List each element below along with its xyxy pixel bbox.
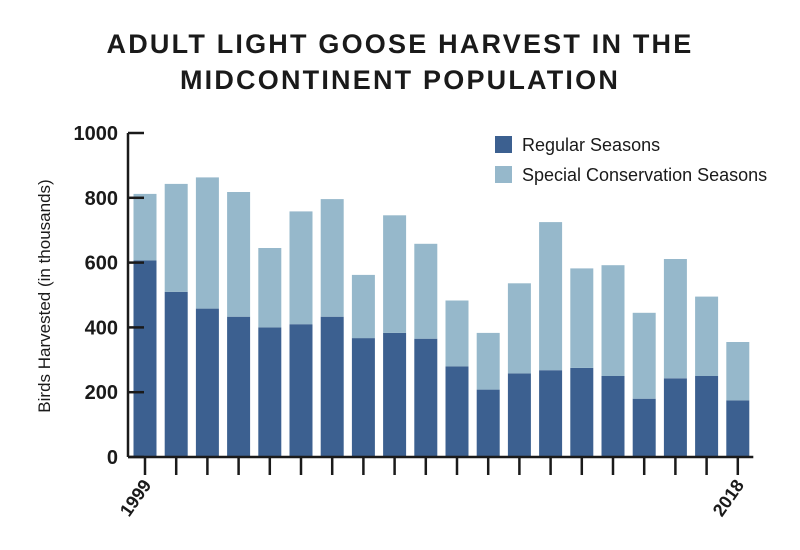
bar-regular-2009 bbox=[445, 366, 469, 457]
bar-special-2015 bbox=[632, 312, 656, 399]
axes-group: 0 200 400 600 800 1000 1999 2018 bbox=[74, 123, 754, 520]
bar-regular-2018 bbox=[726, 400, 750, 457]
legend-label-special: Special Conservation Seasons bbox=[522, 165, 767, 185]
bar-special-2017 bbox=[695, 296, 719, 376]
bar-special-2000 bbox=[164, 183, 188, 292]
y-tick-label-0: 0 bbox=[107, 447, 118, 469]
bar-special-2006 bbox=[351, 274, 375, 339]
bar-regular-2011 bbox=[507, 373, 531, 457]
bar-special-2013 bbox=[570, 268, 594, 368]
legend: Regular Seasons Special Conservation Sea… bbox=[495, 135, 767, 185]
bars-group bbox=[133, 177, 750, 457]
bar-regular-1999 bbox=[133, 260, 157, 457]
chart-title: ADULT LIGHT GOOSE HARVEST IN THE MIDCONT… bbox=[0, 26, 800, 98]
bar-regular-2005 bbox=[320, 316, 344, 457]
bar-special-2012 bbox=[539, 222, 563, 371]
chart-title-line-2: MIDCONTINENT POPULATION bbox=[179, 65, 621, 95]
bar-regular-2017 bbox=[695, 376, 719, 457]
bar-regular-2007 bbox=[383, 332, 407, 457]
bar-special-1999 bbox=[133, 193, 157, 261]
bar-regular-2003 bbox=[258, 327, 282, 457]
x-tick-label-first: 1999 bbox=[116, 476, 155, 520]
bar-regular-2010 bbox=[476, 389, 500, 457]
bar-regular-2015 bbox=[632, 398, 656, 457]
bar-special-2016 bbox=[663, 259, 687, 379]
bar-special-2008 bbox=[414, 243, 438, 339]
bar-regular-2001 bbox=[195, 308, 219, 457]
x-tick-label-last: 2018 bbox=[709, 476, 748, 520]
bar-special-2018 bbox=[726, 342, 750, 401]
bar-special-2001 bbox=[195, 177, 219, 309]
bar-regular-2014 bbox=[601, 376, 625, 457]
bar-special-2010 bbox=[476, 332, 500, 390]
legend-label-regular: Regular Seasons bbox=[522, 135, 660, 155]
y-tick-label-400: 400 bbox=[85, 317, 118, 339]
bar-special-2004 bbox=[289, 211, 313, 325]
bar-regular-2013 bbox=[570, 367, 594, 457]
bar-regular-2002 bbox=[227, 316, 251, 457]
legend-swatch-regular bbox=[495, 136, 512, 153]
y-tick-label-1000: 1000 bbox=[74, 123, 119, 145]
y-tick-label-600: 600 bbox=[85, 253, 118, 275]
bar-regular-2004 bbox=[289, 324, 313, 457]
y-tick-label-200: 200 bbox=[85, 382, 118, 404]
bar-special-2014 bbox=[601, 265, 625, 376]
bar-special-2011 bbox=[507, 283, 531, 374]
bar-regular-2006 bbox=[351, 338, 375, 457]
bar-regular-2008 bbox=[414, 338, 438, 457]
bar-special-2007 bbox=[383, 215, 407, 333]
bar-regular-2012 bbox=[539, 370, 563, 457]
bar-regular-2000 bbox=[164, 291, 188, 457]
bar-special-2003 bbox=[258, 248, 282, 328]
chart-title-line-1: ADULT LIGHT GOOSE HARVEST IN THE bbox=[106, 29, 694, 59]
legend-swatch-special bbox=[495, 166, 512, 183]
bar-regular-2016 bbox=[663, 378, 687, 457]
bar-special-2009 bbox=[445, 300, 469, 367]
y-axis-label: Birds Harvested (in thousands) bbox=[35, 179, 54, 412]
bar-special-2002 bbox=[227, 192, 251, 317]
bar-special-2005 bbox=[320, 199, 344, 317]
y-tick-label-800: 800 bbox=[85, 188, 118, 210]
